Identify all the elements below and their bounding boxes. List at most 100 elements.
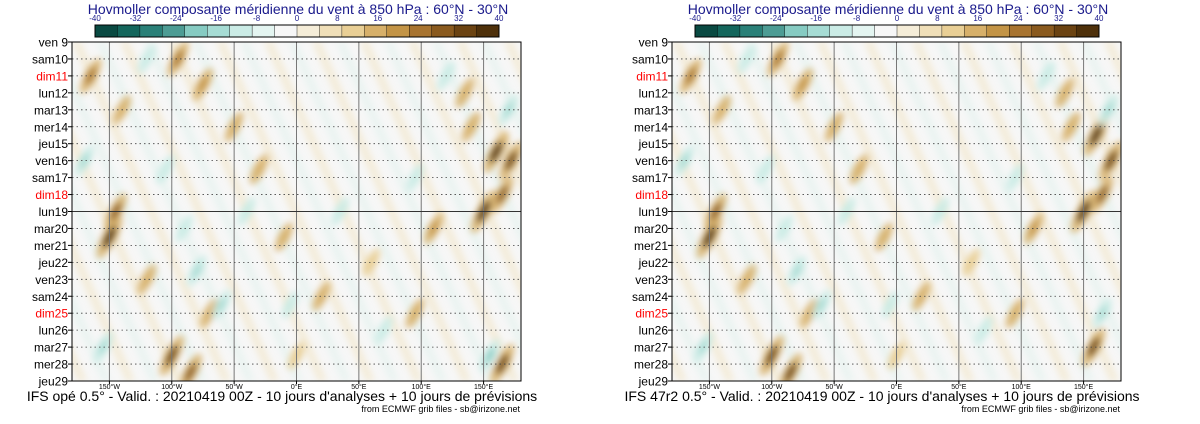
grid-lines — [72, 42, 521, 381]
x-tick-label: 0°E — [291, 383, 303, 391]
y-tick-label: jeu29 — [38, 375, 69, 389]
x-tick-label: 100°W — [161, 383, 182, 391]
wind-blob-core — [79, 152, 90, 169]
wind-blob-core — [916, 289, 926, 304]
wind-blob-core — [1096, 185, 1109, 204]
wind-blob — [483, 131, 509, 173]
wind-blob — [800, 298, 819, 328]
wind-blob — [461, 111, 481, 142]
colorbar-swatch — [851, 24, 876, 38]
wind-blob — [1023, 212, 1044, 245]
y-tick-label: sam17 — [632, 171, 668, 185]
colorbar-tick-label: -24 — [770, 14, 782, 23]
y-tick-label: mer28 — [634, 358, 668, 372]
colorbar-swatch — [784, 24, 808, 38]
y-tick-label: lun12 — [639, 86, 669, 100]
wave-band — [600, 42, 615, 381]
source-credit: from ECMWF grib files - sb@irizone.net — [361, 404, 520, 414]
colorbar-swatch — [229, 24, 253, 38]
colorbar-swatch — [251, 24, 276, 38]
y-tick-label: jeu15 — [38, 137, 69, 151]
wind-blob — [775, 214, 794, 243]
colorbar-swatch — [341, 24, 365, 38]
wind-blob — [137, 44, 156, 74]
colorbar-swatch — [139, 24, 163, 38]
y-tick-label: sam10 — [632, 52, 668, 66]
y-tick-label: lun12 — [39, 86, 69, 100]
wave-band — [672, 130, 783, 381]
y-tick-label: sam24 — [632, 290, 668, 304]
y-tick-label: ven23 — [35, 273, 68, 287]
wind-blob-core — [197, 76, 209, 93]
x-tick-label: 50°E — [951, 383, 967, 391]
wind-blob-core — [967, 255, 976, 269]
wave-band — [72, 347, 87, 381]
wave-band — [528, 42, 600, 381]
wind-blob — [1098, 140, 1121, 181]
colorbar-swatch — [431, 24, 455, 38]
wave-band — [0, 42, 15, 381]
colorbar-swatch — [739, 24, 763, 38]
colorbar-tick-label: 8 — [935, 14, 940, 23]
colorbar-tick-label: 0 — [295, 14, 300, 23]
colorbar-frame — [94, 24, 500, 38]
y-tick-label: ven 9 — [639, 36, 669, 50]
wind-blob — [491, 176, 514, 213]
wind-blob — [778, 353, 803, 381]
x-tick-label: 150°W — [699, 383, 720, 391]
y-tick-label: mar27 — [634, 341, 668, 355]
colorbar-tick-label: 8 — [335, 14, 340, 23]
colorbar-swatch — [1053, 24, 1078, 38]
wind-blob-core — [254, 161, 264, 177]
y-tick-label: lun26 — [639, 324, 669, 338]
wind-blob-core — [285, 298, 295, 312]
wind-blob — [179, 353, 202, 381]
y-tick-label: lun19 — [39, 205, 69, 219]
colorbar-tick-label: -40 — [89, 14, 101, 23]
y-axis-labels: ven 9 sam10 dim11 lun12 mar13 mer14 jeu15 ven16… — [632, 36, 672, 389]
wind-blob-core — [184, 362, 197, 381]
wind-blob — [281, 290, 300, 319]
colorbar-tick-label: -32 — [130, 14, 142, 23]
wave-band — [72, 238, 135, 381]
wind-blob-core — [1089, 124, 1103, 147]
wind-blob — [137, 264, 157, 295]
colorbar-tick-label: 24 — [1014, 14, 1023, 23]
wave-band — [672, 347, 687, 381]
x-tick-label: 150°E — [474, 383, 493, 391]
wind-blob-core — [279, 230, 289, 244]
wave-band — [1176, 42, 1200, 381]
wind-blob — [186, 255, 207, 287]
colorbar-swatch — [896, 24, 920, 38]
colorbar-swatch — [717, 24, 741, 38]
wind-blob — [912, 281, 931, 311]
wind-blob-core — [496, 185, 509, 204]
colorbar-tick-label: -32 — [730, 14, 742, 23]
colorbar-tick-label: 0 — [895, 14, 900, 23]
colorbar-swatch — [1009, 24, 1033, 38]
x-tick-label: 100°E — [412, 383, 431, 391]
y-tick-label: jeu29 — [638, 375, 669, 389]
wave-band — [408, 42, 521, 298]
colorbar-swatch — [274, 24, 298, 38]
wind-blob-core — [216, 297, 227, 313]
y-tick-label: mer14 — [634, 120, 668, 134]
x-tick-label: 150°W — [99, 383, 120, 391]
y-tick-label: ven16 — [35, 154, 68, 168]
wind-blob-core — [804, 306, 814, 321]
grid-lines — [672, 42, 1121, 381]
y-tick-label: sam24 — [32, 290, 68, 304]
wind-blob-core — [854, 161, 864, 177]
colorbar-swatch — [694, 24, 718, 38]
wind-blob-core — [142, 52, 152, 66]
colorbar-swatch — [117, 24, 141, 38]
wind-blob-core — [797, 76, 809, 93]
y-tick-label: jeu22 — [638, 256, 669, 270]
colorbar-swatch — [919, 24, 943, 38]
colorbar-swatch — [941, 24, 965, 38]
wind-blob-core — [191, 263, 202, 279]
wind-blob — [787, 255, 807, 286]
wind-blob-core — [1104, 150, 1118, 172]
x-tick-label: 50°W — [826, 383, 844, 391]
wind-blob — [737, 264, 757, 295]
